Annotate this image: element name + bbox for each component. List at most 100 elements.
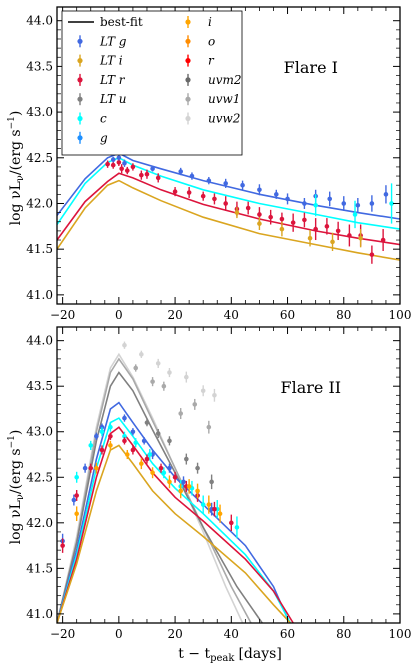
data-point bbox=[172, 189, 178, 194]
data-point bbox=[186, 484, 192, 489]
data-point bbox=[167, 465, 172, 471]
y-tick-label: 42.5 bbox=[26, 470, 53, 484]
x-tick-label: 0 bbox=[115, 627, 123, 641]
series-line-c bbox=[57, 156, 400, 230]
data-point bbox=[133, 365, 139, 371]
data-point bbox=[108, 433, 113, 439]
x-tick-label: 40 bbox=[224, 308, 239, 322]
legend-label: o bbox=[208, 34, 215, 48]
data-point bbox=[178, 411, 184, 416]
data-point bbox=[206, 178, 212, 183]
legend-marker bbox=[185, 115, 191, 122]
data-point bbox=[195, 465, 200, 471]
axes-frame bbox=[56, 6, 401, 305]
legend-label: LT g bbox=[99, 34, 127, 48]
data-point bbox=[130, 429, 136, 435]
data-point bbox=[229, 520, 234, 526]
data-point bbox=[150, 470, 155, 476]
data-point bbox=[184, 456, 189, 462]
data-point bbox=[279, 226, 285, 232]
legend-label: g bbox=[100, 131, 108, 145]
legend-marker bbox=[77, 77, 83, 83]
x-tick-label: −20 bbox=[50, 308, 75, 322]
data-point bbox=[335, 228, 341, 234]
data-point bbox=[234, 210, 240, 215]
data-point bbox=[212, 506, 217, 512]
legend-label: LT u bbox=[99, 92, 127, 106]
plot-area bbox=[57, 152, 400, 264]
data-point bbox=[217, 511, 223, 517]
data-point bbox=[273, 192, 279, 197]
legend-marker bbox=[185, 38, 191, 44]
data-point bbox=[313, 203, 318, 208]
y-tick-label: 44.0 bbox=[26, 334, 53, 348]
data-point bbox=[369, 252, 375, 257]
legend-box bbox=[61, 10, 243, 156]
data-point bbox=[245, 205, 251, 211]
data-point bbox=[341, 201, 347, 206]
data-point bbox=[347, 233, 352, 238]
data-point bbox=[307, 235, 313, 241]
series-line-r bbox=[57, 172, 400, 246]
data-point bbox=[178, 488, 184, 494]
series-line-i bbox=[57, 179, 400, 261]
data-point bbox=[324, 224, 330, 229]
data-point bbox=[105, 161, 110, 167]
data-point bbox=[257, 221, 262, 226]
data-point bbox=[285, 196, 290, 202]
legend-label: r bbox=[208, 54, 215, 68]
data-point bbox=[389, 201, 394, 206]
y-tick-label: 42.0 bbox=[26, 196, 53, 210]
data-point bbox=[206, 502, 212, 507]
data-point bbox=[200, 502, 206, 507]
legend-label: uvw1 bbox=[208, 92, 240, 106]
x-tick-label: 60 bbox=[280, 627, 295, 641]
data-point bbox=[74, 474, 79, 480]
data-point bbox=[141, 438, 147, 444]
x-tick-label: 40 bbox=[224, 627, 239, 641]
y-tick-label: 43.0 bbox=[26, 425, 53, 439]
data-point bbox=[234, 525, 240, 530]
data-point bbox=[122, 415, 127, 421]
series-line-i bbox=[57, 444, 291, 623]
x-tick-label: 100 bbox=[389, 627, 412, 641]
data-point bbox=[94, 433, 99, 439]
data-point bbox=[279, 216, 285, 222]
data-point bbox=[122, 342, 127, 348]
data-point bbox=[380, 237, 386, 243]
data-point bbox=[155, 361, 161, 366]
legend-label: uvw2 bbox=[208, 112, 240, 126]
x-tick-label: 80 bbox=[336, 308, 351, 322]
y-tick-label: 41.5 bbox=[26, 242, 53, 256]
y-tick-label: 44.0 bbox=[26, 14, 53, 28]
y-tick-label: 43.5 bbox=[26, 59, 53, 73]
data-point bbox=[290, 220, 296, 225]
data-point bbox=[60, 543, 65, 548]
data-point bbox=[358, 235, 363, 241]
data-point bbox=[355, 203, 361, 208]
panel-title: Flare II bbox=[281, 378, 342, 397]
data-point bbox=[200, 388, 206, 394]
data-point bbox=[124, 452, 130, 457]
x-tick-label: 60 bbox=[280, 308, 295, 322]
panel-flare-2: −20 0 20 40 60 80 100 41.0 41.5 42.0 42.5 43.0 43.5 4… bbox=[26, 326, 412, 641]
data-point bbox=[172, 474, 178, 480]
legend-label: i bbox=[208, 15, 212, 29]
legend-label: LT r bbox=[99, 73, 126, 87]
x-tick-label: 20 bbox=[167, 627, 182, 641]
data-point bbox=[257, 187, 262, 193]
data-point bbox=[139, 172, 144, 178]
data-point bbox=[178, 169, 184, 174]
y-tick-label: 42.5 bbox=[26, 151, 53, 165]
data-point bbox=[369, 201, 375, 206]
series-line-g bbox=[57, 152, 400, 220]
data-point bbox=[167, 438, 172, 444]
data-point bbox=[110, 162, 116, 168]
data-point bbox=[139, 461, 144, 466]
data-point bbox=[71, 497, 77, 503]
data-point bbox=[110, 157, 116, 162]
data-point bbox=[155, 431, 161, 436]
x-axis-label: t − tpeak [days] bbox=[178, 646, 282, 664]
data-point bbox=[327, 196, 333, 202]
